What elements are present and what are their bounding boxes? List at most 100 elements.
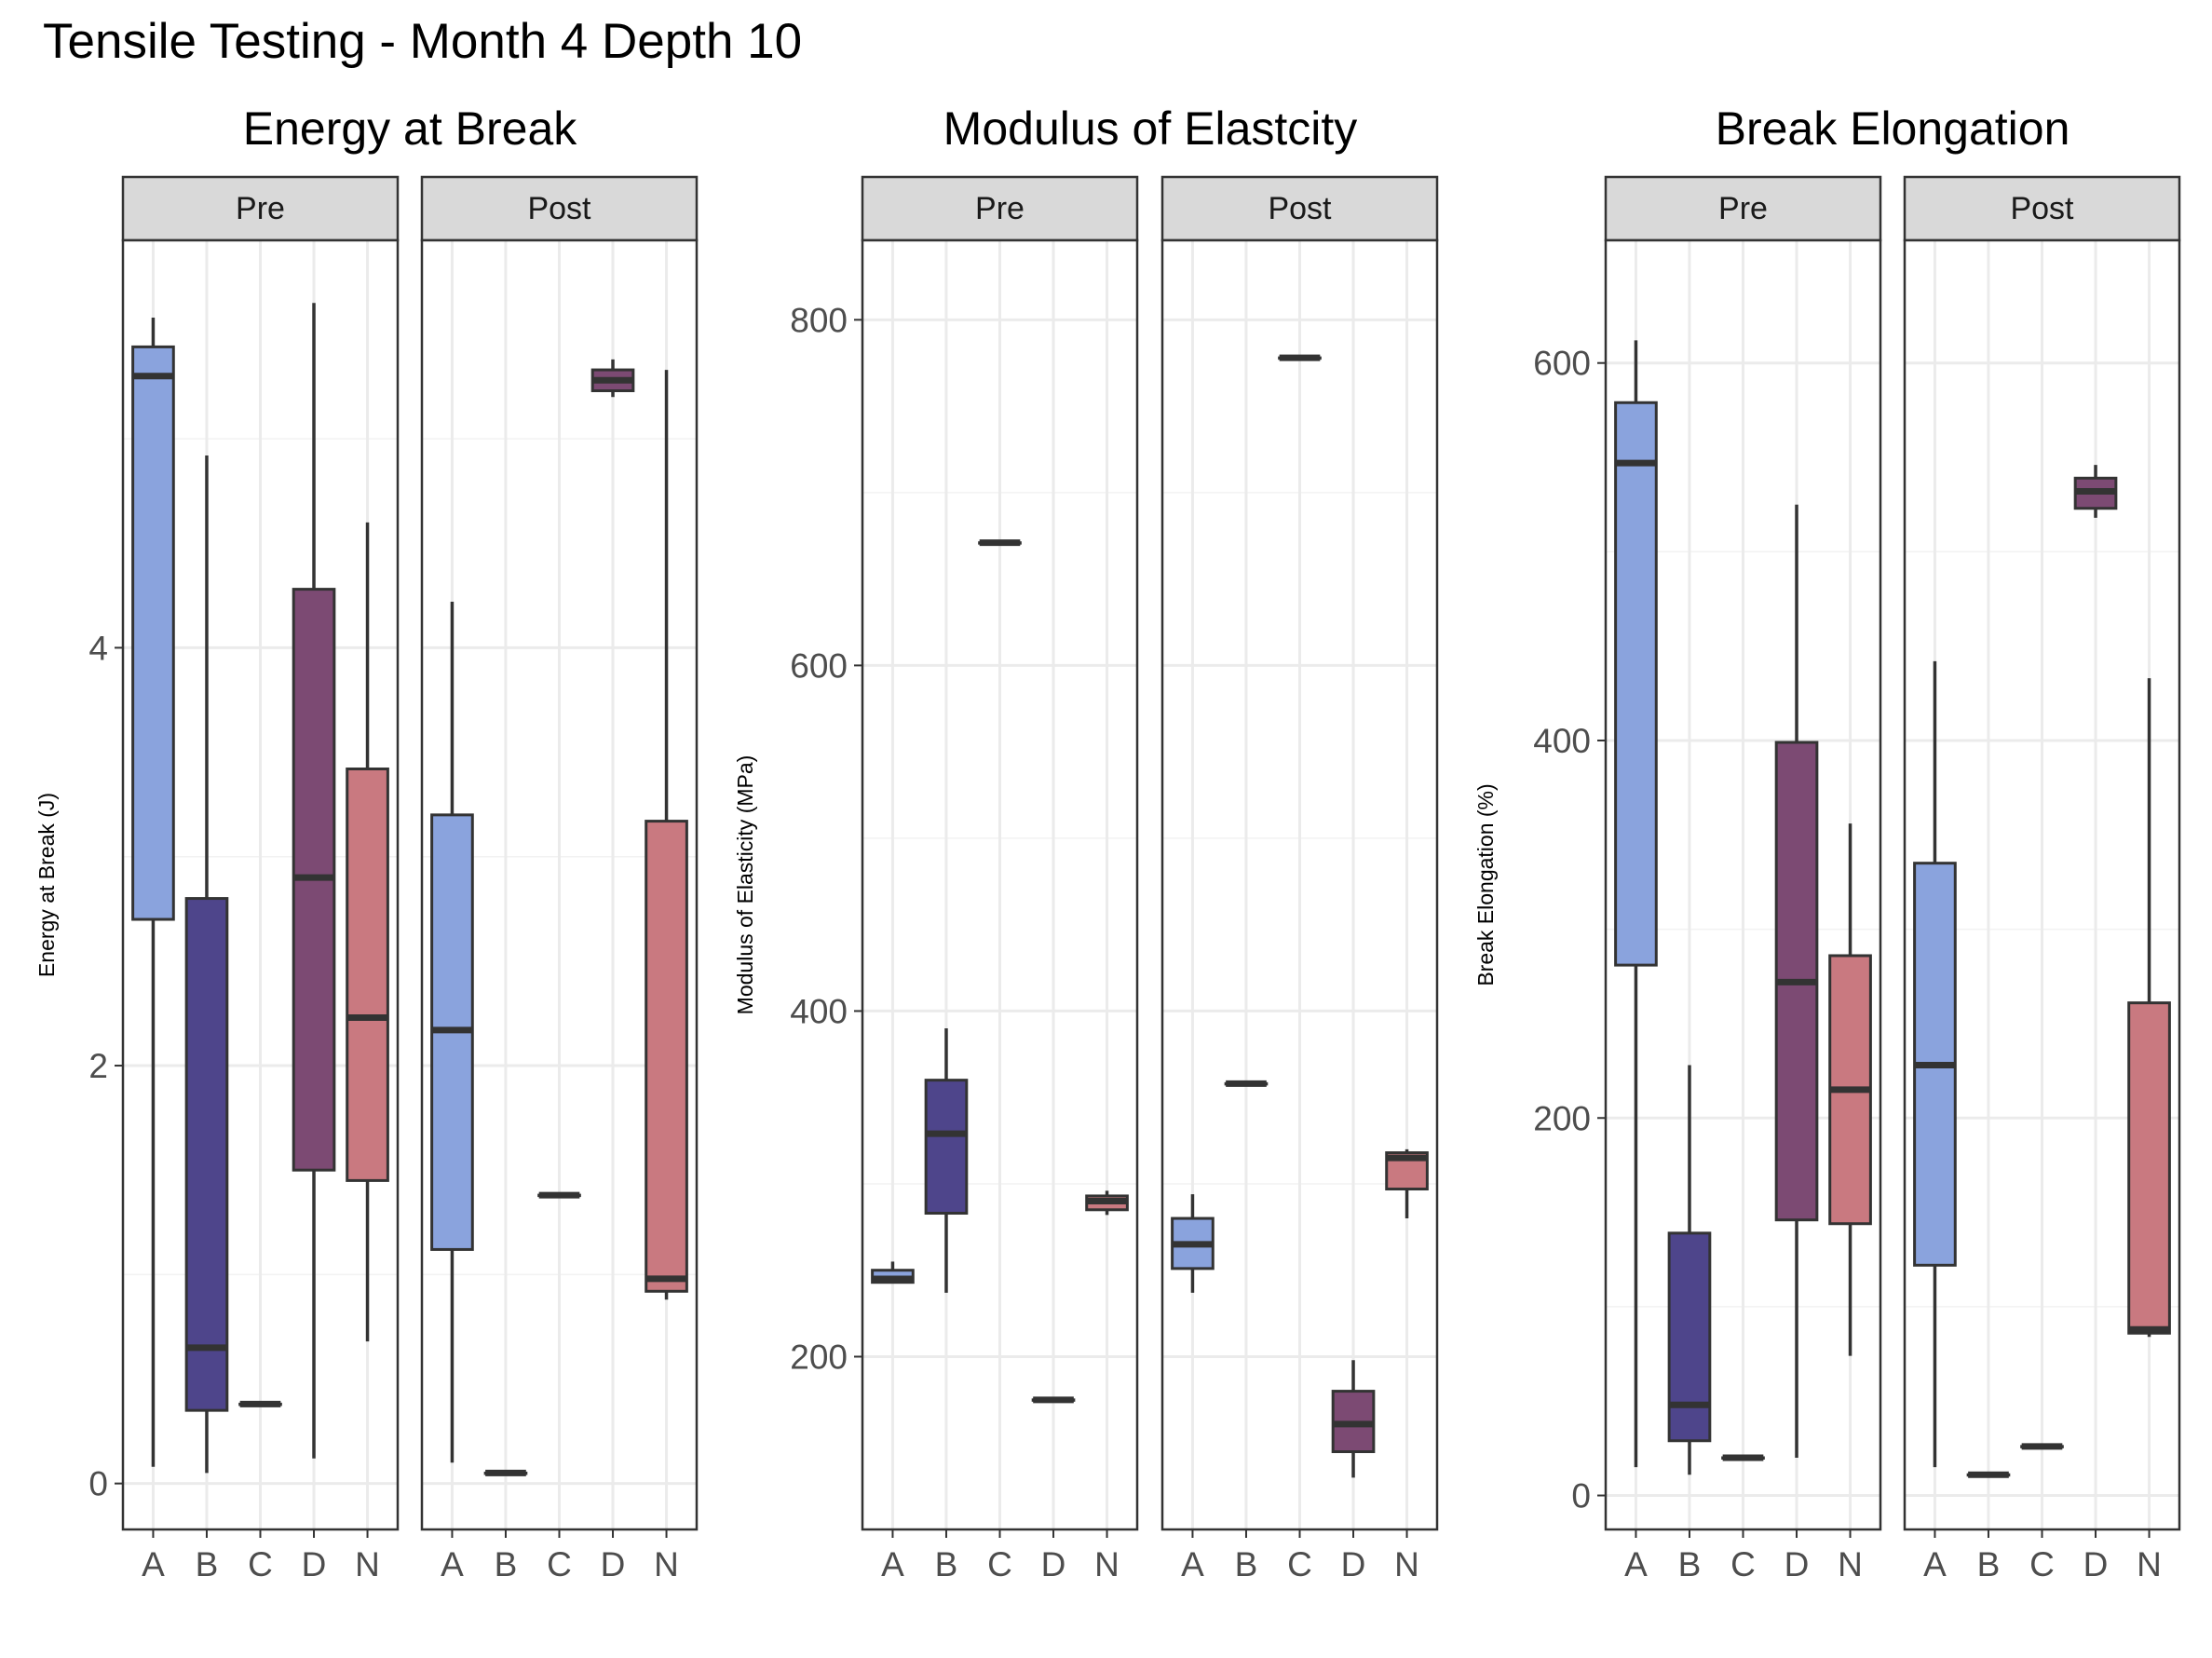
facet-post: Post A B C D N	[1903, 175, 2181, 1583]
x-tick-label: C	[1287, 1545, 1312, 1583]
x-tick-label: B	[1678, 1545, 1702, 1583]
x-tick-label: D	[2083, 1545, 2109, 1583]
facet-strip-label: Post	[527, 191, 591, 226]
chart-1: Energy at Break Energy at Break (J) 0 2 4 Pre…	[34, 102, 699, 1583]
x-tick-label: C	[987, 1545, 1012, 1583]
y-axis-label: Break Elongation (%)	[1473, 783, 1498, 985]
box-N	[1385, 1148, 1429, 1219]
box-body	[346, 768, 389, 1182]
chart-title: Modulus of Elastcity	[943, 102, 1358, 155]
facet-strip-label: Post	[2010, 191, 2074, 226]
box-B	[1224, 1080, 1269, 1087]
x-tick-label: D	[1785, 1545, 1810, 1583]
x-tick-label: N	[1094, 1545, 1120, 1583]
box-A	[131, 317, 175, 1467]
chart-3: Break Elongation Break Elongation (%) 0 200…	[1473, 102, 2181, 1583]
facet-strip-label: Pre	[236, 191, 285, 226]
y-tick-label: 600	[1533, 345, 1591, 383]
box-N	[1085, 1190, 1129, 1216]
x-tick-label: C	[248, 1545, 273, 1583]
x-tick-label: B	[495, 1545, 518, 1583]
box-D	[590, 359, 635, 398]
box-body	[645, 820, 688, 1293]
facet-strip-label: Pre	[975, 191, 1025, 226]
box-N	[2127, 678, 2171, 1338]
box-body	[1667, 1231, 1712, 1443]
box-B	[1667, 1065, 1712, 1475]
box-B	[184, 455, 229, 1474]
x-tick-label: N	[654, 1545, 679, 1583]
box-body	[184, 897, 229, 1412]
facet-pre: Pre A B C D N	[861, 175, 1139, 1583]
box-C	[537, 1191, 581, 1199]
y-tick-label: 4	[88, 629, 108, 667]
chart-2: Modulus of Elastcity Modulus of Elasticit…	[733, 102, 1439, 1583]
box-C	[1721, 1454, 1765, 1461]
box-C	[1278, 354, 1322, 361]
x-tick-label: N	[2137, 1545, 2162, 1583]
box-B	[924, 1027, 969, 1293]
x-tick-label: A	[441, 1545, 464, 1583]
y-tick-label: 800	[790, 301, 848, 339]
y-axis-label: Modulus of Elasticity (MPa)	[733, 755, 757, 1015]
y-tick-label: 600	[790, 646, 848, 685]
chart-title: Energy at Break	[243, 102, 578, 155]
x-tick-label: C	[547, 1545, 572, 1583]
x-tick-label: N	[1838, 1545, 1863, 1583]
x-tick-label: C	[2029, 1545, 2055, 1583]
x-tick-label: A	[142, 1545, 165, 1583]
y-tick-label: 0	[88, 1465, 108, 1503]
box-C	[978, 539, 1022, 547]
y-tick-label: 400	[1533, 722, 1591, 760]
box-D	[1774, 504, 1819, 1458]
facet-pre: Pre A B C D N	[1604, 175, 1882, 1583]
x-tick-label: D	[302, 1545, 327, 1583]
x-tick-label: D	[1341, 1545, 1366, 1583]
box-A	[1913, 660, 1957, 1468]
box-body	[1614, 401, 1658, 967]
facet-strip-label: Pre	[1718, 191, 1768, 226]
x-tick-label: A	[1923, 1545, 1947, 1583]
x-tick-label: B	[196, 1545, 219, 1583]
box-C	[238, 1400, 282, 1407]
facet-strip	[121, 175, 400, 242]
box-body	[924, 1079, 969, 1215]
x-tick-label: A	[881, 1545, 904, 1583]
x-tick-label: N	[355, 1545, 380, 1583]
x-tick-label: N	[1394, 1545, 1419, 1583]
facet-strip	[861, 175, 1139, 242]
y-tick-label: 0	[1571, 1477, 1591, 1515]
x-tick-label: D	[601, 1545, 626, 1583]
y-tick-label: 400	[790, 992, 848, 1030]
facet-pre: Pre A B C D N	[121, 175, 400, 1583]
y-tick-label: 2	[88, 1047, 108, 1085]
box-N	[346, 522, 389, 1342]
facet-strip-label: Post	[1268, 191, 1332, 226]
x-tick-label: A	[1624, 1545, 1648, 1583]
figure-title: Tensile Testing - Month 4 Depth 10	[43, 14, 803, 69]
y-tick-label: 200	[1533, 1099, 1591, 1137]
box-D	[1331, 1360, 1376, 1478]
chart-title: Break Elongation	[1716, 102, 2070, 155]
box-D	[1031, 1396, 1076, 1404]
box-B	[483, 1469, 528, 1476]
y-tick-label: 200	[790, 1338, 848, 1376]
box-D	[292, 303, 336, 1459]
x-tick-label: C	[1730, 1545, 1756, 1583]
x-tick-label: B	[935, 1545, 958, 1583]
box-A	[1171, 1194, 1215, 1293]
box-N	[645, 370, 688, 1300]
facet-post: Post A B C D N	[420, 175, 699, 1583]
x-tick-label: B	[1977, 1545, 2001, 1583]
box-A	[871, 1261, 915, 1284]
y-axis-label: Energy at Break (J)	[34, 793, 59, 977]
box-body	[2127, 1001, 2171, 1335]
x-tick-label: A	[1181, 1545, 1204, 1583]
x-tick-label: D	[1041, 1545, 1066, 1583]
facet-post: Post A B C D N	[1160, 175, 1439, 1583]
box-N	[1828, 823, 1872, 1356]
box-body	[131, 345, 175, 921]
x-tick-label: B	[1235, 1545, 1258, 1583]
box-D	[2073, 465, 2118, 518]
